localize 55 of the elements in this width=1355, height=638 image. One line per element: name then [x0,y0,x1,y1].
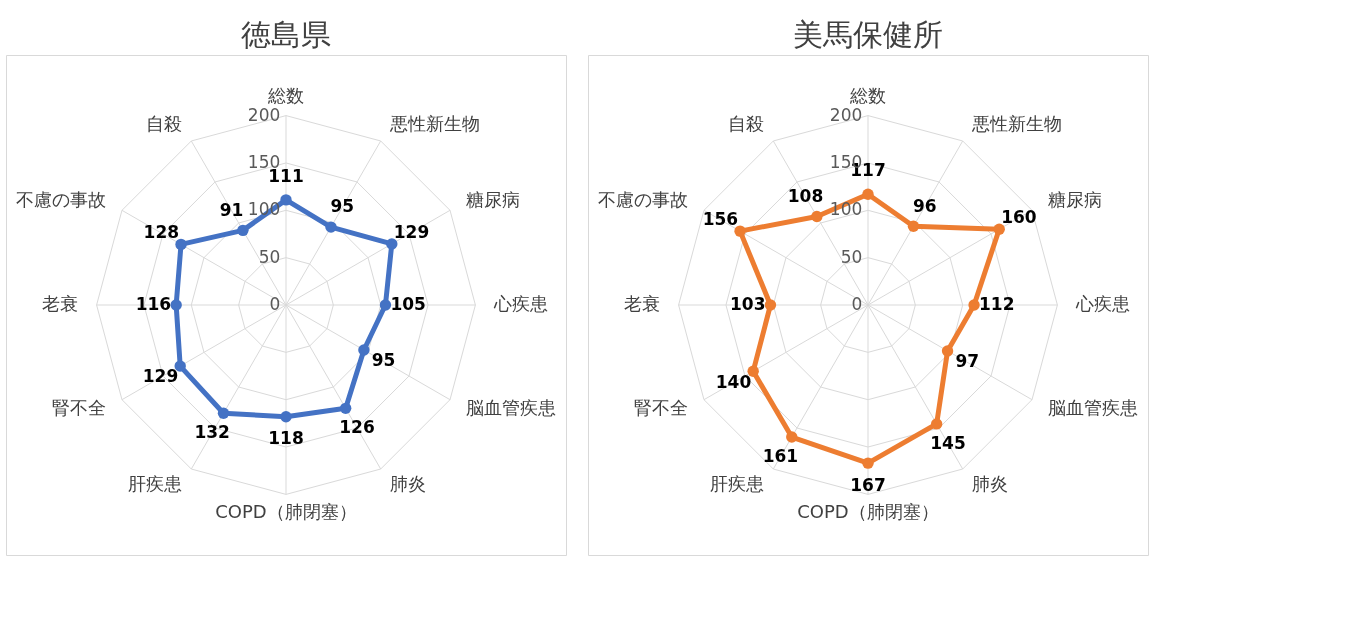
spoke-label: 糖尿病 [1048,188,1103,210]
spoke-label: 老衰 [41,293,78,314]
y-tick-label: 100 [829,199,863,220]
spoke-label: 総数 [849,84,886,106]
spoke-label: COPD（肺閉塞） [797,501,939,523]
spoke-label: 不慮の事故 [15,188,106,210]
data-label: 96 [912,195,937,216]
data-label: 129 [393,221,430,242]
y-tick-label: 200 [829,104,863,125]
chart-title: 美馬保健所 [793,17,943,52]
spoke-label: 肺炎 [390,473,427,495]
data-label: 161 [762,445,799,466]
y-tick-label: 50 [258,246,281,267]
data-label: 108 [787,185,824,206]
data-label: 95 [371,350,396,371]
data-label: 156 [702,208,739,229]
data-label: 97 [955,351,980,372]
data-label: 91 [219,199,244,220]
spoke-label: 心疾患 [493,293,549,314]
data-label: 126 [339,417,375,438]
spoke-label: 悪性新生物 [389,112,481,134]
data-label: 118 [268,428,304,449]
spoke-label: 脳血管疾患 [466,397,557,419]
spoke-label: 悪性新生物 [971,112,1063,134]
data-label: 103 [729,294,766,314]
spoke-label: 肝疾患 [127,473,182,495]
spoke-label: 脳血管疾患 [1048,397,1139,419]
spoke-label: COPD（肺閉塞） [215,501,357,523]
data-label: 112 [979,294,1015,314]
data-label: 128 [143,222,180,243]
data-label: 116 [135,294,172,314]
data-label: 95 [330,196,355,217]
spoke-label: 腎不全 [633,397,688,419]
data-label: 160 [1001,206,1037,227]
y-tick-label: 0 [269,294,281,314]
spoke-label: 肝疾患 [709,473,764,495]
y-tick-label: 50 [840,246,863,267]
spoke-label: 腎不全 [51,397,106,419]
spoke-label: 心疾患 [1075,293,1131,314]
data-label: 145 [930,432,966,453]
spoke-label: 糖尿病 [466,188,521,210]
data-label: 167 [850,474,886,495]
data-label: 129 [142,366,179,387]
data-label: 105 [390,294,426,314]
spoke-label: 老衰 [623,293,660,314]
data-label: 132 [194,421,230,442]
chart-title: 徳島県 [241,17,331,52]
data-label: 140 [715,371,752,392]
spoke-label: 肺炎 [972,473,1009,495]
y-tick-label: 200 [247,104,281,125]
spoke-label: 自殺 [145,112,182,134]
spoke-label: 不慮の事故 [597,188,688,210]
spoke-label: 総数 [267,84,304,106]
spoke-label: 自殺 [727,112,764,134]
y-tick-label: 0 [851,294,863,314]
